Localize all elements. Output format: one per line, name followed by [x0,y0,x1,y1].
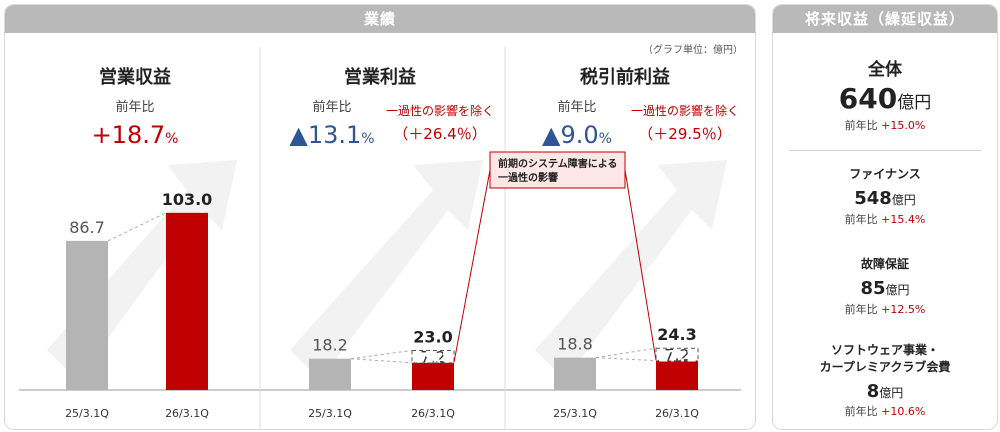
yoy-label: 前年比 [557,99,596,115]
bar-prior [309,358,351,390]
deferred-total-yoy: +15.0% [881,119,926,132]
value-label-prior: 18.2 [312,336,348,355]
value-label-prior: 18.8 [557,335,593,354]
deferred-item-yoy-label: 前年比 [844,303,878,316]
chart-title: 営業収益 [99,66,171,88]
connector-line [350,358,413,364]
excl-value: （＋26.4％） [393,125,486,143]
deferred-total: 全体 640億円 前年比 +15.0% [773,55,997,133]
callout-line1: 前期のシステム障害による [498,157,617,170]
yoy-value: ▲9.0% [542,121,612,149]
connector-line [595,357,657,362]
performance-header: 業績 [5,5,755,33]
deferred-total-yoy-label: 前年比 [844,119,878,132]
bar-one-time [655,347,699,362]
deferred-item-unit: 億円 [891,193,916,207]
deferred-item-value: 85 [860,278,886,299]
excl-label: 一過性の影響を除く [631,103,739,118]
total-label: 24.3 [657,325,696,344]
yoy-value: +18.7% [92,121,179,149]
yoy-value: ▲13.1% [289,121,374,149]
chart-title: 税引前利益 [580,66,670,88]
deferred-revenue-header: 将来収益（繰延収益） [773,5,997,33]
deferred-item-title: ソフトウェア事業・ [830,343,939,357]
callout-leader [624,169,657,361]
yoy-label: 前年比 [312,99,351,115]
deferred-item-title: ファイナンス [849,167,921,181]
bar-one-time [411,349,455,364]
callout-box [489,151,626,189]
deferred-item-yoy: +15.4% [881,213,926,226]
bar-current [656,360,698,390]
deferred-item-warranty: 故障保証 85億円 前年比 +12.5% [773,255,997,317]
deferred-item-title-line2: カープレミアクラブ会費 [819,360,951,374]
bar-current [166,212,208,390]
decorative-arrow [535,160,727,380]
deferred-divider [789,150,981,151]
deferred-item-unit: 億円 [885,283,910,297]
bar-current [412,362,454,390]
deferred-item-value: 8 [866,381,880,402]
performance-panel: 業績 （グラフ単位：億円） 営業収益前年比 +18.7% 25/3.1Q 26/3.1Q… [4,4,756,430]
deferred-total-title: 全体 [868,60,902,80]
value-label-current: 103.0 [162,190,213,209]
value-label-prior: 86.7 [69,218,105,237]
one-time-label: 7.2 [420,348,445,367]
connector-line [595,347,657,359]
value-label-current: 15.8 [413,347,452,366]
one-time-label: 7.2 [664,345,689,364]
decorative-arrow [290,160,483,380]
bar-prior [66,240,108,390]
category-label: 25/3.1Q [553,407,597,420]
bar-prior [554,357,596,390]
connector-line [350,349,413,360]
deferred-item-yoy: +12.5% [881,303,926,316]
unit-note: （グラフ単位：億円） [643,43,743,56]
callout-line2: 一過性の影響 [498,171,558,184]
yoy-label: 前年比 [115,99,154,115]
deferred-item-value: 548 [854,188,892,209]
deferred-item-software: ソフトウェア事業・ カープレミアクラブ会費 8億円 前年比 +10.6% [773,341,997,419]
category-label: 26/3.1Q [411,407,455,420]
deferred-item-yoy-label: 前年比 [844,405,878,418]
callout-leader [453,169,491,363]
excl-value: （＋29.5％） [638,125,731,143]
category-label: 26/3.1Q [165,407,209,420]
deferred-item-unit: 億円 [879,386,904,400]
deferred-item-title: 故障保証 [860,257,909,271]
category-label: 26/3.1Q [655,407,699,420]
connector-line [107,212,167,242]
deferred-total-value: 640 [838,82,898,115]
excl-label: 一過性の影響を除く [386,103,494,118]
deferred-revenue-panel: 将来収益（繰延収益） 全体 640億円 前年比 +15.0% ファイナンス 54… [772,4,998,430]
deferred-total-unit: 億円 [897,93,932,113]
total-label: 23.0 [413,327,452,346]
deferred-item-finance: ファイナンス 548億円 前年比 +15.4% [773,165,997,227]
category-label: 25/3.1Q [308,407,352,420]
value-label-current: 17.1 [657,346,696,365]
category-label: 25/3.1Q [65,407,109,420]
chart-title: 営業利益 [344,66,416,88]
deferred-item-yoy-label: 前年比 [844,213,878,226]
deferred-item-yoy: +10.6% [881,405,926,418]
